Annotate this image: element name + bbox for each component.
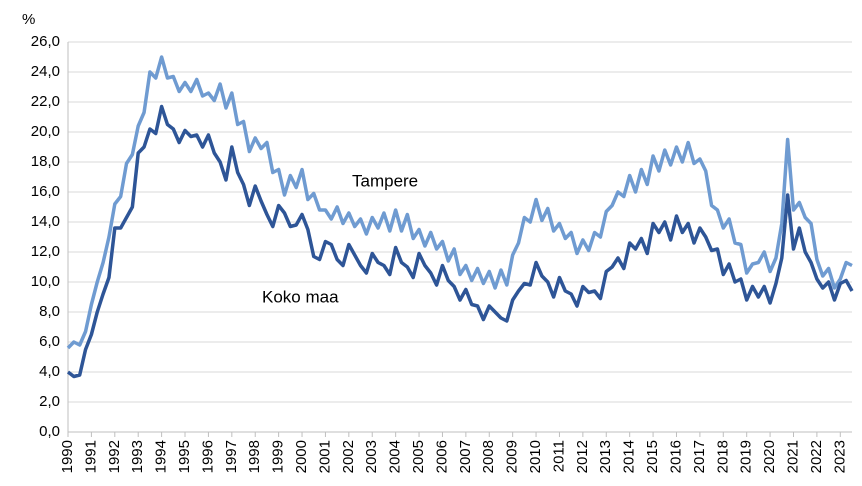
x-tick-label: 1994 — [153, 440, 170, 473]
x-tick-label: 2011 — [550, 440, 567, 472]
x-tick-label: 2019 — [738, 440, 755, 473]
annotation: Koko maa — [262, 287, 339, 306]
x-tick-label: 2008 — [480, 440, 497, 473]
y-tick-label: 2,0 — [39, 393, 60, 410]
x-tick-label: 2020 — [761, 440, 778, 473]
x-tick-label: 2003 — [363, 440, 380, 473]
x-tick-label: 2023 — [831, 440, 848, 473]
x-tick-label: 2007 — [457, 440, 474, 473]
series-line — [66, 55, 853, 350]
x-tick-label: 2022 — [808, 440, 825, 473]
x-tick-label: 2021 — [784, 440, 801, 473]
y-tick-label: 14,0 — [31, 213, 60, 230]
y-tick-label: 26,0 — [31, 33, 60, 50]
y-tick-label: 22,0 — [31, 93, 60, 110]
x-tick-label: 2014 — [621, 440, 638, 473]
x-tick-label: 1999 — [270, 440, 287, 473]
y-tick-label: 6,0 — [39, 333, 60, 350]
y-tick-label: 8,0 — [39, 303, 60, 320]
x-tick-label: 2004 — [387, 440, 404, 473]
y-tick-label: 0,0 — [39, 423, 60, 440]
x-tick-label: 2017 — [691, 440, 708, 473]
x-tick-label: 1997 — [223, 440, 240, 473]
y-tick-label: 10,0 — [31, 273, 60, 290]
annotation: Tampere — [352, 171, 418, 190]
x-tick-label: 1992 — [106, 440, 123, 473]
x-tick-label: 1995 — [176, 440, 193, 473]
x-tick-label: 1990 — [59, 440, 76, 473]
y-tick-label: 16,0 — [31, 183, 60, 200]
y-tick-label: 18,0 — [31, 153, 60, 170]
x-tick-label: 2005 — [410, 440, 427, 473]
x-tick-label: 1998 — [246, 440, 263, 473]
x-tick-label: 2010 — [527, 440, 544, 473]
x-tick-label: 2001 — [316, 440, 333, 473]
x-tick-label: 2000 — [293, 440, 310, 473]
x-tick-label: 2015 — [644, 440, 661, 473]
x-tick-label: 1993 — [129, 440, 146, 473]
y-axis-label: % — [22, 11, 35, 28]
x-tick-label: 1991 — [82, 440, 99, 473]
y-tick-label: 20,0 — [31, 123, 60, 140]
series-line — [66, 104, 854, 379]
y-tick-label: 4,0 — [39, 363, 60, 380]
y-tick-label: 24,0 — [31, 63, 60, 80]
x-tick-label: 2002 — [340, 440, 357, 473]
x-tick-label: 2018 — [714, 440, 731, 473]
x-tick-label: 2016 — [667, 440, 684, 473]
x-tick-label: 2012 — [574, 440, 591, 473]
x-tick-label: 2009 — [504, 440, 521, 473]
x-tick-label: 2013 — [597, 440, 614, 473]
y-tick-label: 12,0 — [31, 243, 60, 260]
x-tick-label: 1996 — [199, 440, 216, 473]
x-tick-label: 2006 — [433, 440, 450, 473]
